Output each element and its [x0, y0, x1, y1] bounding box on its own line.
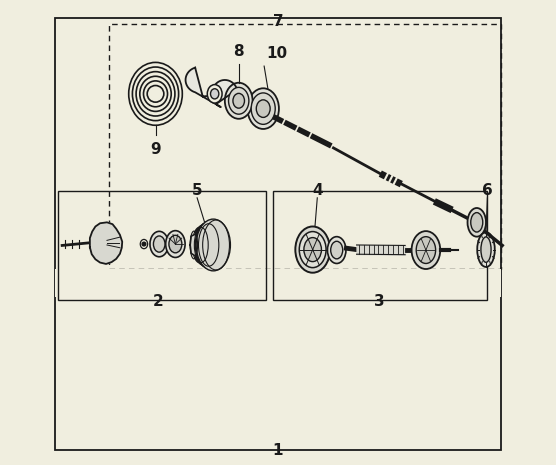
Text: 2: 2	[152, 294, 163, 309]
Ellipse shape	[196, 219, 230, 271]
Ellipse shape	[247, 88, 279, 129]
Ellipse shape	[169, 235, 182, 253]
Text: 1: 1	[273, 443, 283, 458]
Ellipse shape	[211, 89, 219, 99]
Ellipse shape	[225, 83, 252, 119]
Ellipse shape	[207, 85, 222, 103]
Ellipse shape	[471, 213, 483, 232]
Polygon shape	[90, 222, 122, 264]
Ellipse shape	[193, 226, 212, 265]
Ellipse shape	[411, 231, 440, 269]
Ellipse shape	[150, 232, 168, 257]
Text: 6: 6	[482, 183, 493, 198]
Ellipse shape	[331, 241, 342, 259]
Ellipse shape	[299, 232, 326, 268]
Text: 8: 8	[234, 44, 244, 59]
Ellipse shape	[295, 226, 330, 272]
Ellipse shape	[195, 223, 219, 267]
Polygon shape	[190, 228, 222, 263]
Bar	[58, 191, 266, 299]
Text: 3: 3	[374, 294, 385, 309]
Text: 5: 5	[192, 183, 202, 198]
Bar	[274, 191, 488, 299]
Ellipse shape	[468, 208, 486, 237]
Ellipse shape	[416, 237, 435, 264]
Ellipse shape	[195, 221, 225, 269]
Ellipse shape	[481, 237, 491, 262]
Ellipse shape	[327, 237, 346, 264]
Circle shape	[142, 242, 146, 246]
Ellipse shape	[233, 93, 245, 108]
Text: 7: 7	[272, 14, 284, 29]
Text: 9: 9	[150, 142, 161, 157]
Ellipse shape	[192, 227, 206, 263]
Ellipse shape	[153, 236, 165, 252]
Ellipse shape	[229, 87, 249, 114]
Ellipse shape	[304, 238, 321, 262]
Bar	[110, 25, 502, 270]
Ellipse shape	[251, 93, 275, 124]
Ellipse shape	[477, 232, 495, 267]
Bar	[55, 270, 501, 297]
Text: 10: 10	[266, 46, 287, 61]
Polygon shape	[186, 68, 237, 107]
Ellipse shape	[166, 231, 185, 258]
Text: 4: 4	[312, 183, 322, 198]
Ellipse shape	[256, 100, 270, 117]
